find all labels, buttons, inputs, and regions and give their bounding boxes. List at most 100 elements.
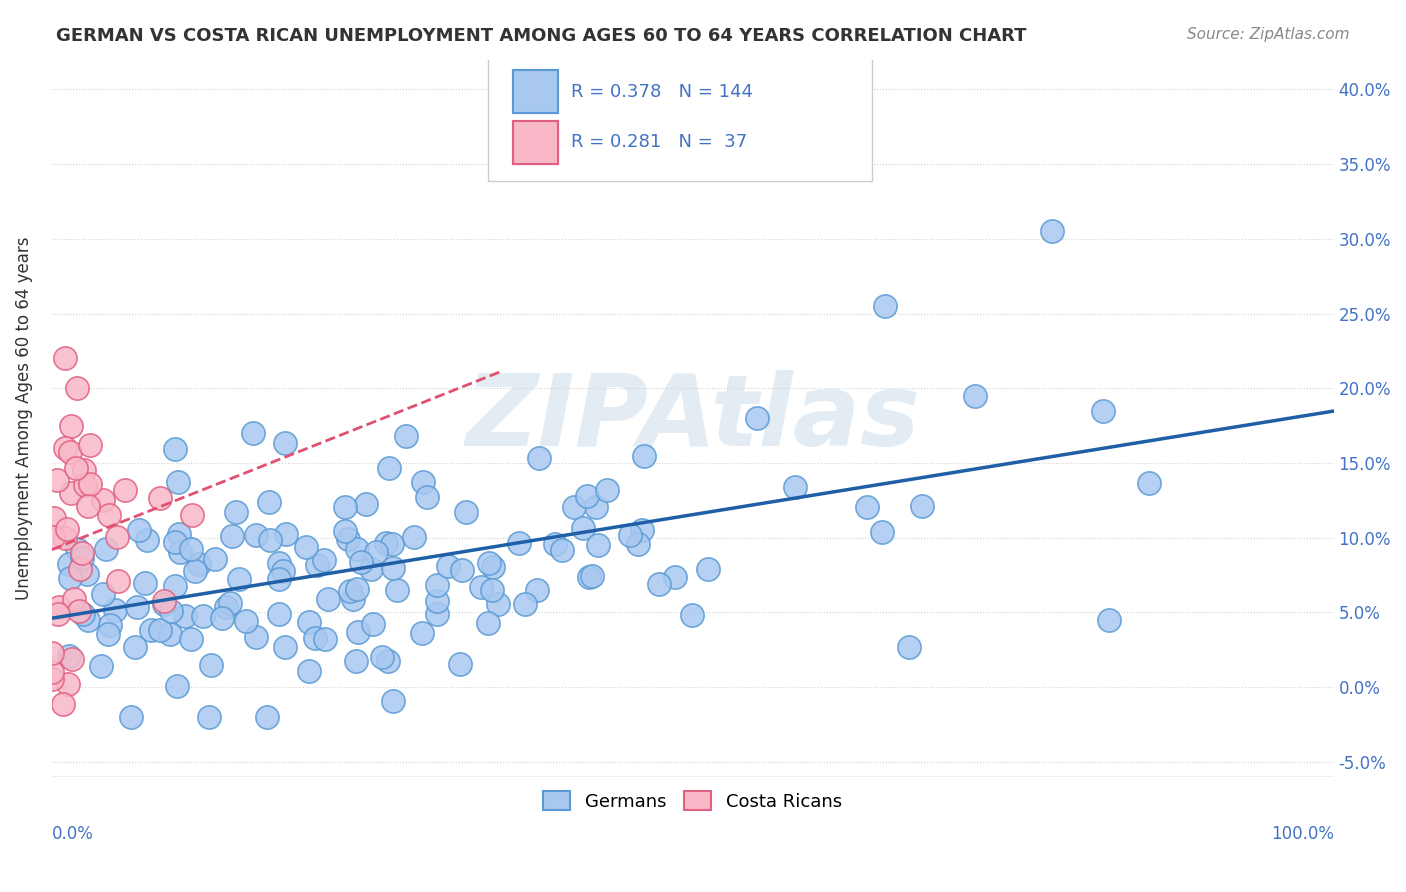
Point: [128, 524, 150, 538]
Point: [59, 485, 82, 500]
Point: [77, 613, 100, 627]
Point: [52, 697, 75, 711]
Point: [91, 587, 114, 601]
Point: [697, 562, 720, 576]
Point: [124, 640, 146, 654]
Point: [198, 710, 221, 724]
Point: [526, 583, 548, 598]
Text: Source: ZipAtlas.com: Source: ZipAtlas.com: [1187, 27, 1350, 42]
Point: [58, 677, 80, 691]
Point: [41, 646, 63, 660]
Point: [159, 627, 181, 641]
Point: [486, 597, 509, 611]
Point: [346, 542, 368, 557]
Point: [294, 540, 316, 554]
Legend: Germans, Costa Ricans: Germans, Costa Ricans: [536, 784, 849, 818]
Point: [870, 524, 893, 539]
Point: [103, 603, 125, 617]
Point: [160, 604, 183, 618]
Point: [515, 597, 537, 611]
Point: [1137, 475, 1160, 490]
Point: [371, 650, 394, 665]
Point: [1098, 613, 1121, 627]
Point: [378, 461, 401, 475]
Point: [257, 495, 280, 509]
Point: [366, 545, 388, 559]
Point: [79, 477, 101, 491]
Point: [180, 632, 202, 647]
Point: [60, 651, 83, 665]
Point: [42, 510, 65, 524]
Point: [204, 551, 226, 566]
Point: [245, 630, 267, 644]
Text: R = 0.378   N = 144: R = 0.378 N = 144: [571, 83, 754, 101]
Point: [395, 429, 418, 443]
Point: [65, 460, 87, 475]
Point: [449, 657, 471, 671]
Point: [58, 648, 80, 663]
Point: [273, 436, 295, 450]
Point: [412, 475, 434, 489]
Point: [174, 608, 197, 623]
Point: [41, 665, 63, 680]
Point: [454, 505, 477, 519]
Point: [46, 607, 69, 621]
Point: [53, 351, 76, 366]
Point: [163, 534, 186, 549]
Point: [153, 597, 176, 611]
Point: [69, 562, 91, 576]
Point: [633, 449, 655, 463]
Point: [90, 659, 112, 673]
Point: [72, 551, 94, 566]
Point: [219, 596, 242, 610]
Point: [273, 564, 295, 578]
Point: [333, 524, 356, 539]
Point: [298, 615, 321, 629]
Point: [136, 533, 159, 548]
Point: [98, 618, 121, 632]
Point: [274, 640, 297, 655]
Point: [576, 489, 599, 503]
Point: [73, 463, 96, 477]
Point: [75, 477, 97, 491]
Point: [259, 533, 281, 547]
Point: [451, 563, 474, 577]
Text: ZIPAtlas: ZIPAtlas: [465, 369, 920, 467]
Text: 0.0%: 0.0%: [52, 825, 94, 843]
Point: [470, 580, 492, 594]
FancyBboxPatch shape: [513, 70, 558, 113]
Point: [167, 475, 190, 489]
Text: 100.0%: 100.0%: [1271, 825, 1334, 843]
Point: [897, 640, 920, 654]
Point: [148, 623, 170, 637]
Point: [225, 505, 247, 519]
Point: [79, 437, 101, 451]
Point: [169, 545, 191, 559]
Point: [235, 614, 257, 628]
Point: [963, 389, 986, 403]
Point: [314, 632, 336, 646]
Point: [648, 577, 671, 591]
Point: [105, 530, 128, 544]
Text: GERMAN VS COSTA RICAN UNEMPLOYMENT AMONG AGES 60 TO 64 YEARS CORRELATION CHART: GERMAN VS COSTA RICAN UNEMPLOYMENT AMONG…: [56, 27, 1026, 45]
Point: [318, 591, 340, 606]
Point: [166, 679, 188, 693]
Point: [477, 615, 499, 630]
Point: [121, 710, 143, 724]
Point: [98, 508, 121, 523]
Point: [508, 536, 530, 550]
Point: [374, 536, 396, 550]
Point: [342, 592, 364, 607]
Y-axis label: Unemployment Among Ages 60 to 64 years: Unemployment Among Ages 60 to 64 years: [15, 236, 32, 599]
Point: [426, 594, 449, 608]
Point: [564, 500, 586, 515]
Point: [551, 542, 574, 557]
Point: [180, 542, 202, 557]
Point: [184, 564, 207, 578]
Point: [664, 570, 686, 584]
Point: [66, 541, 89, 556]
Point: [381, 694, 404, 708]
Point: [114, 483, 136, 497]
Text: R = 0.281   N =  37: R = 0.281 N = 37: [571, 133, 747, 151]
Point: [41, 672, 63, 686]
